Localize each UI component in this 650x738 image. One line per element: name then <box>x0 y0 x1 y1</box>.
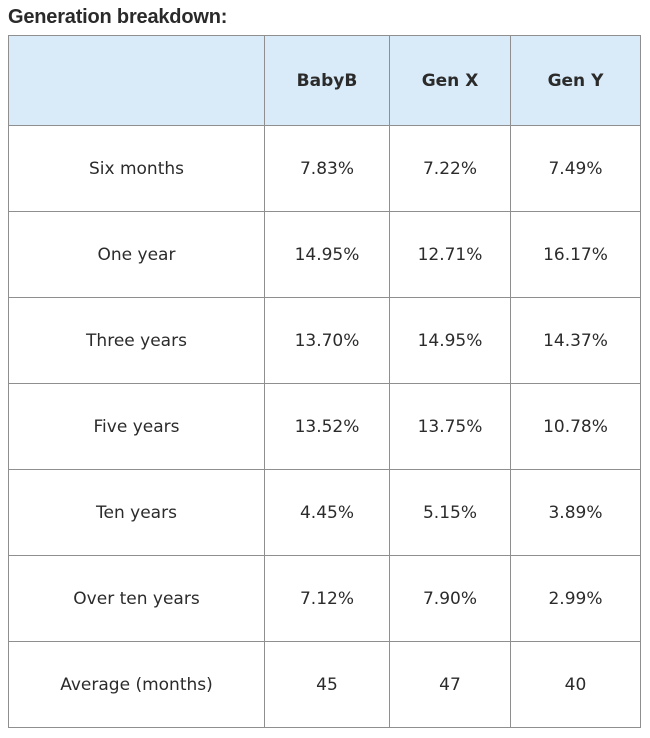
table-cell: 3.89% <box>510 469 641 556</box>
table-row: Three years 13.70% 14.95% 14.37% <box>8 297 641 384</box>
table-row: Ten years 4.45% 5.15% 3.89% <box>8 469 641 556</box>
table-cell: 14.37% <box>510 297 641 384</box>
table-row: One year 14.95% 12.71% 16.17% <box>8 211 641 298</box>
header-row: BabyB Gen X Gen Y <box>8 35 641 126</box>
table-cell: 47 <box>389 641 511 728</box>
row-label: Ten years <box>8 469 265 556</box>
table-cell: 5.15% <box>389 469 511 556</box>
generation-breakdown-table: BabyB Gen X Gen Y Six months 7.83% 7.22%… <box>8 35 641 728</box>
row-label: Five years <box>8 383 265 470</box>
header-cell-empty <box>8 35 265 126</box>
row-label: Three years <box>8 297 265 384</box>
table-cell: 45 <box>264 641 390 728</box>
table-cell: 10.78% <box>510 383 641 470</box>
table-cell: 12.71% <box>389 211 511 298</box>
table-row: Five years 13.52% 13.75% 10.78% <box>8 383 641 470</box>
table-row: Over ten years 7.12% 7.90% 2.99% <box>8 555 641 642</box>
table-cell: 7.49% <box>510 125 641 212</box>
table-title: Generation breakdown: <box>8 6 228 28</box>
row-label: One year <box>8 211 265 298</box>
header-cell-gen-x: Gen X <box>389 35 511 126</box>
table-row: Average (months) 45 47 40 <box>8 641 641 728</box>
table-cell: 13.52% <box>264 383 390 470</box>
table-cell: 13.70% <box>264 297 390 384</box>
table-cell: 14.95% <box>389 297 511 384</box>
row-label: Average (months) <box>8 641 265 728</box>
table-cell: 7.90% <box>389 555 511 642</box>
table-cell: 7.22% <box>389 125 511 212</box>
table-row: Six months 7.83% 7.22% 7.49% <box>8 125 641 212</box>
table-cell: 7.83% <box>264 125 390 212</box>
header-cell-babyb: BabyB <box>264 35 390 126</box>
row-label: Six months <box>8 125 265 212</box>
row-label: Over ten years <box>8 555 265 642</box>
table-cell: 4.45% <box>264 469 390 556</box>
table-cell: 13.75% <box>389 383 511 470</box>
table-cell: 7.12% <box>264 555 390 642</box>
table-cell: 16.17% <box>510 211 641 298</box>
table-cell: 14.95% <box>264 211 390 298</box>
header-cell-gen-y: Gen Y <box>510 35 641 126</box>
table-cell: 2.99% <box>510 555 641 642</box>
table-cell: 40 <box>510 641 641 728</box>
